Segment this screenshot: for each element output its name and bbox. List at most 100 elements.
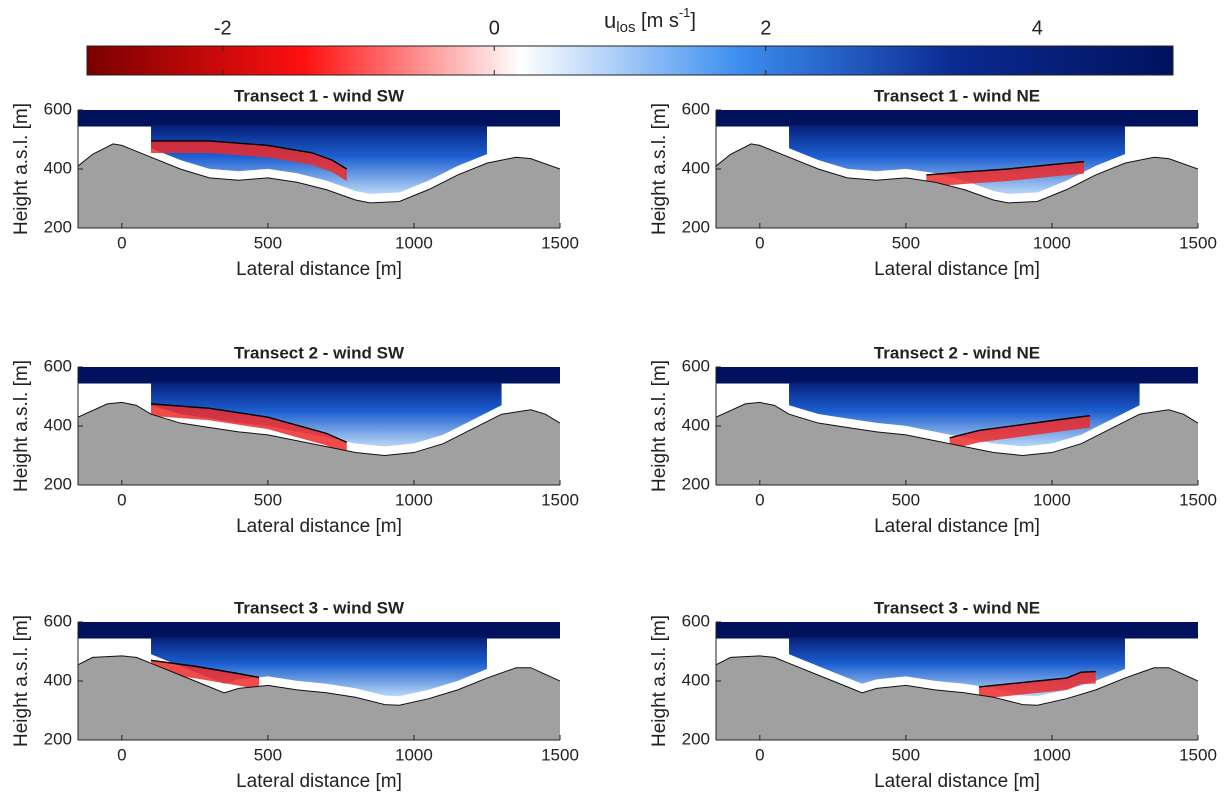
x-tick-label: 0 — [755, 490, 764, 509]
wind-top — [78, 110, 560, 127]
wind-top — [78, 367, 560, 384]
x-tick-label: 1500 — [1179, 233, 1217, 252]
wind-top — [716, 110, 1198, 127]
y-tick-label: 200 — [682, 729, 710, 748]
y-tick-label: 200 — [44, 729, 72, 748]
terrain-line — [78, 143, 560, 204]
y-tick-label: 600 — [44, 99, 72, 118]
y-tick-label: 400 — [44, 415, 72, 434]
x-axis-label: Lateral distance [m] — [236, 516, 402, 537]
x-tick-label: 0 — [117, 745, 126, 764]
terrain-line — [716, 655, 1198, 706]
y-tick-label: 600 — [44, 356, 72, 375]
y-tick-label: 600 — [682, 611, 710, 630]
label-unit: [m s — [635, 10, 678, 32]
colorbar-tick-label: 4 — [1032, 17, 1043, 39]
x-axis-label: Lateral distance [m] — [874, 259, 1040, 280]
label-main: u — [604, 8, 616, 33]
x-tick-label: 1500 — [541, 233, 579, 252]
x-tick-label: 1000 — [395, 233, 433, 252]
terrain-line — [716, 401, 1198, 457]
panel — [78, 622, 560, 740]
colorbar-label: ulos [m s-1] — [604, 5, 696, 36]
x-axis-label: Lateral distance [m] — [236, 771, 402, 792]
x-tick-label: 1000 — [395, 745, 433, 764]
x-tick-label: 1000 — [1033, 490, 1071, 509]
terrain-line — [78, 655, 560, 706]
terrain-line — [78, 401, 560, 457]
wind-top — [78, 622, 560, 639]
x-tick-label: 1500 — [1179, 490, 1217, 509]
x-tick-label: 0 — [117, 490, 126, 509]
zero-contour — [978, 670, 1096, 688]
y-axis-label: Height a.s.l. [m] — [11, 103, 32, 235]
x-tick-label: 500 — [892, 490, 920, 509]
reverse-flow — [949, 415, 1090, 450]
panel — [716, 622, 1198, 740]
x-axis-label: Lateral distance [m] — [874, 516, 1040, 537]
x-tick-label: 0 — [117, 233, 126, 252]
panel — [716, 110, 1198, 228]
y-axis-label: Height a.s.l. [m] — [649, 103, 670, 235]
y-tick-label: 200 — [44, 474, 72, 493]
x-tick-label: 1500 — [541, 490, 579, 509]
terrain — [716, 402, 1198, 485]
zero-contour — [926, 160, 1085, 176]
x-tick-label: 1000 — [1033, 745, 1071, 764]
colorbar — [86, 45, 1174, 76]
wind-field — [151, 637, 487, 697]
colorbar-tick-label: -2 — [214, 17, 232, 39]
zero-contour — [949, 414, 1091, 439]
zero-contour — [151, 140, 348, 170]
panel — [78, 110, 560, 228]
wind-top — [716, 367, 1198, 384]
colorbar-tick-label: 0 — [489, 17, 500, 39]
y-tick-label: 200 — [682, 217, 710, 236]
label-close: ] — [690, 10, 696, 32]
x-tick-label: 500 — [892, 745, 920, 764]
y-tick-label: 400 — [44, 670, 72, 689]
y-axis-label: Height a.s.l. [m] — [649, 615, 670, 747]
reverse-flow — [151, 660, 260, 690]
panel-title: Transect 2 - wind NE — [874, 343, 1040, 362]
panel — [78, 367, 560, 485]
panel-title: Transect 3 - wind NE — [874, 598, 1040, 617]
wind-top — [716, 622, 1198, 639]
y-tick-label: 400 — [44, 158, 72, 177]
panel-title: Transect 2 - wind SW — [234, 343, 405, 362]
x-axis-label: Lateral distance [m] — [236, 259, 402, 280]
x-axis-label: Lateral distance [m] — [874, 771, 1040, 792]
y-tick-label: 600 — [44, 611, 72, 630]
terrain — [78, 143, 560, 228]
label-exp: -1 — [679, 5, 691, 20]
y-tick-label: 400 — [682, 670, 710, 689]
y-tick-label: 600 — [682, 99, 710, 118]
x-tick-label: 1500 — [541, 745, 579, 764]
panel-title: Transect 3 - wind SW — [234, 598, 405, 617]
reverse-flow — [926, 161, 1085, 187]
panel — [716, 367, 1198, 485]
terrain — [716, 655, 1198, 740]
colorbar-tick-label: 2 — [760, 17, 771, 39]
y-axis-label: Height a.s.l. [m] — [11, 360, 32, 492]
panel-title: Transect 1 - wind NE — [874, 86, 1040, 105]
panel-title: Transect 1 - wind SW — [234, 86, 405, 105]
zero-contour — [150, 659, 260, 679]
y-tick-label: 200 — [682, 474, 710, 493]
y-tick-label: 600 — [682, 356, 710, 375]
x-tick-label: 500 — [892, 233, 920, 252]
x-tick-label: 500 — [254, 745, 282, 764]
x-tick-label: 1500 — [1179, 745, 1217, 764]
zero-contour — [150, 403, 348, 443]
wind-field — [151, 382, 502, 447]
terrain-line — [716, 143, 1198, 204]
x-tick-label: 500 — [254, 233, 282, 252]
terrain — [716, 143, 1198, 228]
y-axis-label: Height a.s.l. [m] — [11, 615, 32, 747]
x-tick-label: 1000 — [1033, 233, 1071, 252]
y-tick-label: 400 — [682, 415, 710, 434]
terrain — [78, 402, 560, 485]
y-axis-label: Height a.s.l. [m] — [649, 360, 670, 492]
label-sub: los — [616, 19, 635, 36]
